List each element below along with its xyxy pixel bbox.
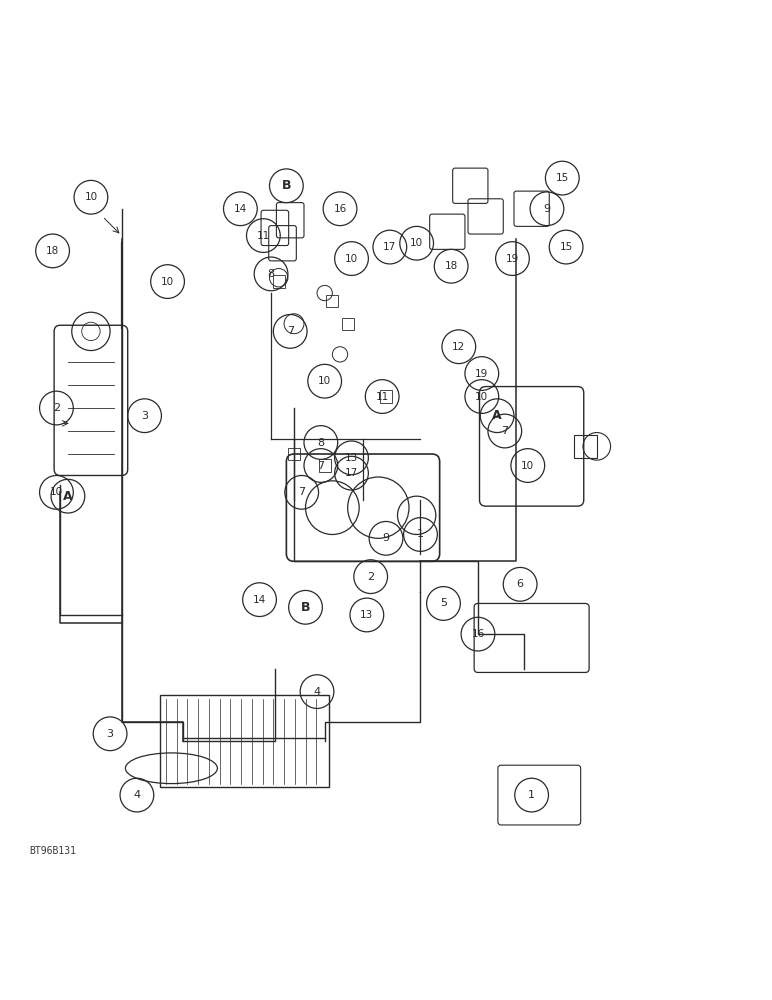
Text: B: B	[301, 601, 310, 614]
Text: 18: 18	[445, 261, 458, 271]
Text: 5: 5	[440, 598, 447, 608]
Text: 9: 9	[543, 204, 550, 214]
Text: 13: 13	[345, 453, 358, 463]
Text: 7: 7	[501, 426, 508, 436]
Text: 7: 7	[317, 461, 324, 471]
Bar	[319, 459, 331, 472]
Text: 10: 10	[84, 192, 97, 202]
Text: 2: 2	[52, 403, 60, 413]
Text: A: A	[493, 409, 502, 422]
Text: 2: 2	[367, 572, 374, 582]
Text: 19: 19	[506, 254, 519, 264]
Text: 12: 12	[452, 342, 466, 352]
Text: 19: 19	[476, 369, 489, 379]
Text: 1: 1	[528, 790, 535, 800]
Bar	[273, 275, 285, 288]
Text: 3: 3	[107, 729, 113, 739]
Bar	[380, 390, 392, 403]
Text: 13: 13	[361, 610, 374, 620]
Bar	[341, 318, 354, 330]
Text: 3: 3	[141, 411, 148, 421]
Text: 11: 11	[375, 392, 389, 402]
Text: 4: 4	[313, 687, 320, 697]
Text: 10: 10	[345, 254, 358, 264]
Text: 14: 14	[253, 595, 266, 605]
Text: 10: 10	[50, 487, 63, 497]
Text: 10: 10	[161, 277, 174, 287]
Text: 6: 6	[516, 579, 523, 589]
Text: 8: 8	[267, 269, 275, 279]
Text: 1: 1	[417, 529, 424, 539]
Bar	[327, 295, 338, 307]
Bar	[574, 435, 597, 458]
Text: BT96B131: BT96B131	[29, 846, 76, 856]
Text: 15: 15	[556, 173, 569, 183]
Bar	[160, 695, 329, 787]
Text: 10: 10	[318, 376, 331, 386]
Text: 17: 17	[383, 242, 397, 252]
Text: 14: 14	[234, 204, 247, 214]
Text: 7: 7	[298, 487, 305, 497]
Text: 4: 4	[134, 790, 141, 800]
Text: B: B	[282, 179, 291, 192]
Text: A: A	[63, 490, 73, 503]
Bar	[288, 448, 300, 460]
Text: 9: 9	[382, 533, 390, 543]
Text: 10: 10	[476, 392, 489, 402]
Text: 11: 11	[257, 231, 270, 241]
Text: 17: 17	[345, 468, 358, 478]
Text: 18: 18	[46, 246, 59, 256]
Text: 10: 10	[410, 238, 423, 248]
Text: 16: 16	[472, 629, 485, 639]
Text: 16: 16	[334, 204, 347, 214]
Text: 7: 7	[286, 326, 294, 336]
Text: 8: 8	[317, 438, 324, 448]
Text: 10: 10	[521, 461, 534, 471]
Text: 15: 15	[560, 242, 573, 252]
